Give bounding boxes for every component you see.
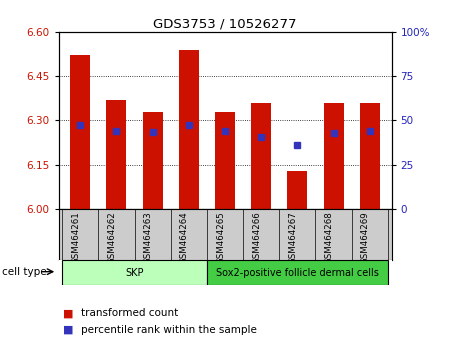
Bar <box>288 171 307 209</box>
Text: GSM464261: GSM464261 <box>71 211 80 264</box>
Bar <box>207 260 388 285</box>
Bar <box>70 56 90 209</box>
Text: cell type: cell type <box>2 267 47 277</box>
Text: ■: ■ <box>63 325 73 335</box>
Text: transformed count: transformed count <box>81 308 178 318</box>
Bar <box>360 103 380 209</box>
Bar <box>107 100 126 209</box>
Title: GDS3753 / 10526277: GDS3753 / 10526277 <box>153 18 297 31</box>
Text: GSM464265: GSM464265 <box>216 211 225 264</box>
Text: GSM464268: GSM464268 <box>324 211 333 264</box>
Bar <box>324 103 343 209</box>
Text: ■: ■ <box>63 308 73 318</box>
Text: SKP: SKP <box>125 268 144 278</box>
Text: GSM464266: GSM464266 <box>252 211 261 264</box>
Text: percentile rank within the sample: percentile rank within the sample <box>81 325 257 335</box>
Text: GSM464269: GSM464269 <box>361 211 370 264</box>
Text: GSM464267: GSM464267 <box>288 211 297 264</box>
Text: GSM464262: GSM464262 <box>108 211 117 264</box>
Bar <box>179 50 199 209</box>
Bar <box>143 112 162 209</box>
Bar <box>62 260 207 285</box>
Bar <box>251 103 271 209</box>
Text: GSM464263: GSM464263 <box>144 211 153 264</box>
Text: GSM464264: GSM464264 <box>180 211 189 264</box>
Text: Sox2-positive follicle dermal cells: Sox2-positive follicle dermal cells <box>216 268 379 278</box>
Bar <box>215 112 235 209</box>
